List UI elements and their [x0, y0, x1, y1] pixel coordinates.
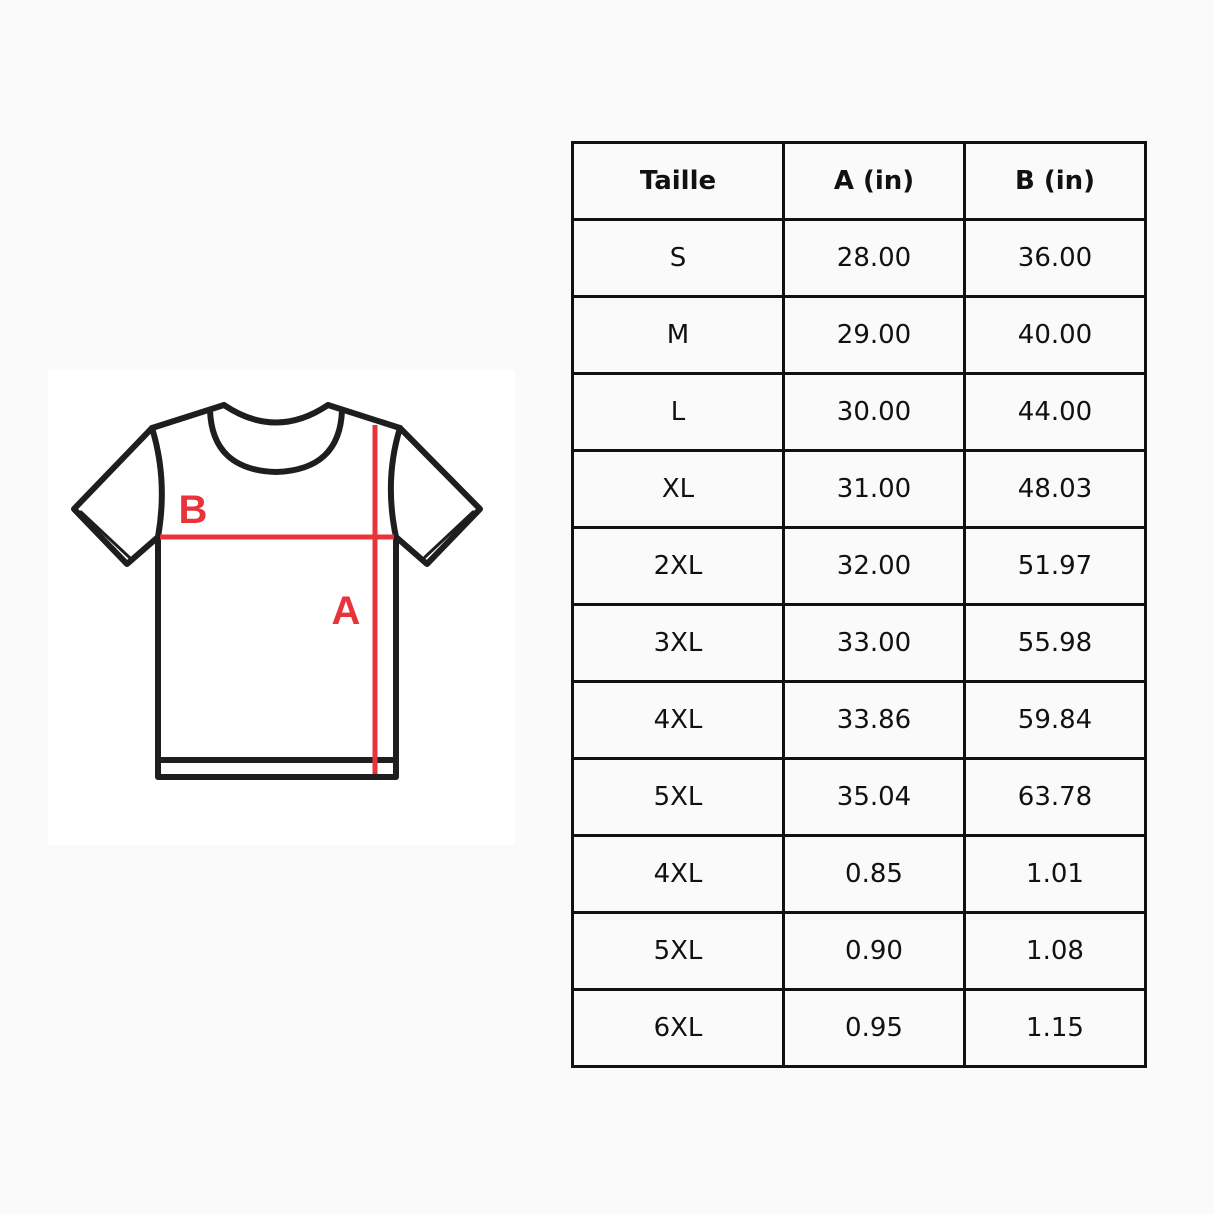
table-row: L 30.00 44.00 — [571, 372, 1147, 452]
a-cell: 33.86 — [782, 680, 966, 760]
label-a: A — [332, 589, 361, 633]
size-cell: 4XL — [571, 834, 785, 914]
measure-lines — [160, 425, 394, 774]
header-b: B (in) — [963, 141, 1147, 221]
size-cell: 2XL — [571, 526, 785, 606]
table-row: 4XL 33.86 59.84 — [571, 680, 1147, 760]
tshirt-outline-icon — [71, 402, 483, 780]
a-cell: 0.95 — [782, 988, 966, 1068]
a-cell: 0.90 — [782, 911, 966, 991]
a-cell: 30.00 — [782, 372, 966, 452]
table-row: XL 31.00 48.03 — [571, 449, 1147, 529]
b-cell: 40.00 — [963, 295, 1147, 375]
size-cell: M — [571, 295, 785, 375]
a-cell: 35.04 — [782, 757, 966, 837]
diagram-panel — [48, 370, 515, 845]
b-cell: 48.03 — [963, 449, 1147, 529]
table-row: 5XL 0.90 1.08 — [571, 911, 1147, 991]
size-cell: 3XL — [571, 603, 785, 683]
b-cell: 51.97 — [963, 526, 1147, 606]
size-cell: 5XL — [571, 911, 785, 991]
size-cell: L — [571, 372, 785, 452]
b-cell: 63.78 — [963, 757, 1147, 837]
b-cell: 1.08 — [963, 911, 1147, 991]
a-cell: 32.00 — [782, 526, 966, 606]
label-b: B — [179, 488, 208, 532]
table-row: 6XL 0.95 1.15 — [571, 988, 1147, 1068]
size-table: Taille A (in) B (in) S 28.00 36.00 M 29.00 40… — [571, 141, 1147, 1068]
b-cell: 55.98 — [963, 603, 1147, 683]
b-cell: 44.00 — [963, 372, 1147, 452]
b-cell: 1.15 — [963, 988, 1147, 1068]
a-cell: 31.00 — [782, 449, 966, 529]
b-cell: 59.84 — [963, 680, 1147, 760]
size-cell: 6XL — [571, 988, 785, 1068]
table-row: 3XL 33.00 55.98 — [571, 603, 1147, 683]
table-row: S 28.00 36.00 — [571, 218, 1147, 298]
table-row: M 29.00 40.00 — [571, 295, 1147, 375]
size-cell: 4XL — [571, 680, 785, 760]
a-cell: 28.00 — [782, 218, 966, 298]
header-a: A (in) — [782, 141, 966, 221]
size-cell: S — [571, 218, 785, 298]
table-row: 2XL 32.00 51.97 — [571, 526, 1147, 606]
b-cell: 36.00 — [963, 218, 1147, 298]
header-size: Taille — [571, 141, 785, 221]
table-row: 5XL 35.04 63.78 — [571, 757, 1147, 837]
a-cell: 33.00 — [782, 603, 966, 683]
size-cell: XL — [571, 449, 785, 529]
a-cell: 29.00 — [782, 295, 966, 375]
a-cell: 0.85 — [782, 834, 966, 914]
size-cell: 5XL — [571, 757, 785, 837]
b-cell: 1.01 — [963, 834, 1147, 914]
table-row: 4XL 0.85 1.01 — [571, 834, 1147, 914]
table-header-row: Taille A (in) B (in) — [571, 141, 1147, 221]
